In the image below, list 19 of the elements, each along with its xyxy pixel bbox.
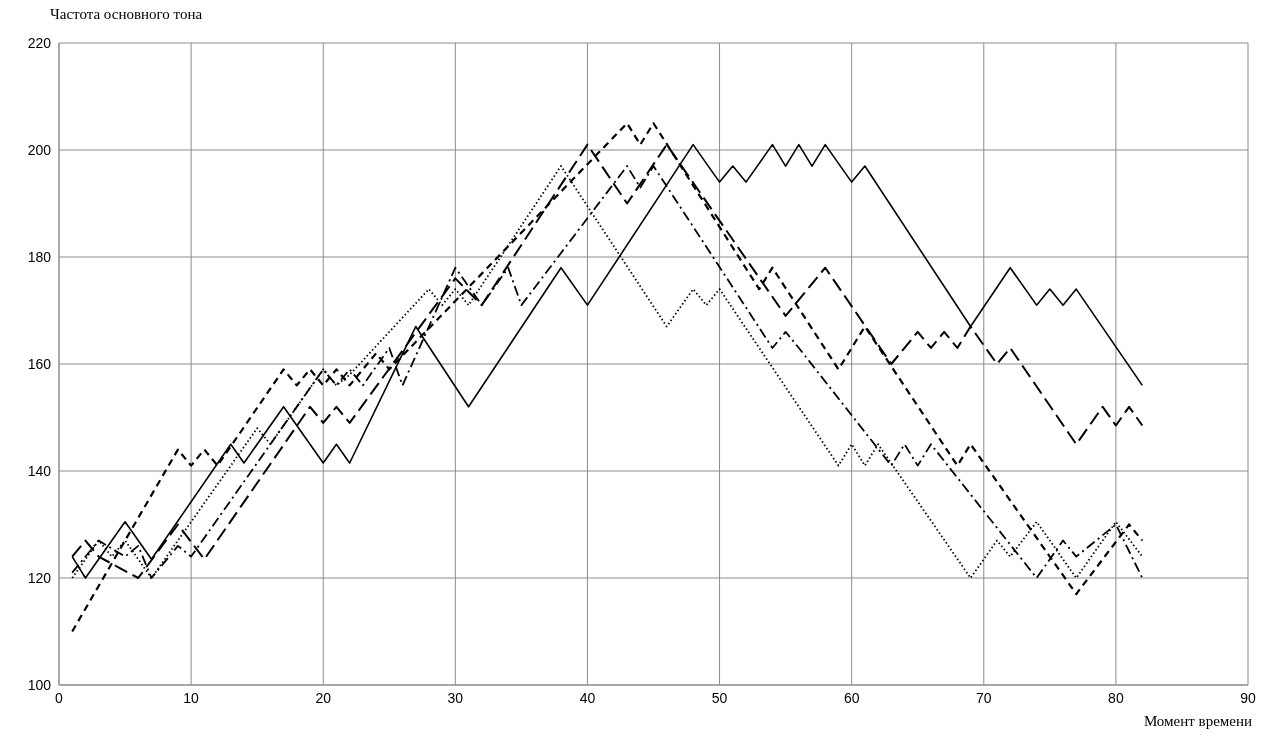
y-tick-label: 120 <box>27 569 52 586</box>
x-tick-label: 60 <box>843 689 860 706</box>
y-tick-label: 200 <box>27 141 52 158</box>
x-tick-label: 30 <box>447 689 464 706</box>
y-tick-label: 100 <box>27 676 52 693</box>
x-tick-label: 40 <box>579 689 596 706</box>
x-tick-label: 90 <box>1240 689 1256 706</box>
x-tick-label: 80 <box>1108 689 1124 706</box>
x-tick-label: 70 <box>975 689 992 706</box>
y-tick-label: 220 <box>27 34 52 51</box>
y-axis-title: Частота основного тона <box>50 6 203 23</box>
x-tick-label: 10 <box>183 689 200 706</box>
x-tick-label: 20 <box>315 689 332 706</box>
y-tick-label: 140 <box>27 462 52 479</box>
x-tick-label: 50 <box>711 689 728 706</box>
x-tick-label: 0 <box>55 689 64 706</box>
y-tick-label: 180 <box>27 248 52 265</box>
y-tick-label: 160 <box>27 355 52 372</box>
x-axis-title: Момент времени <box>1143 713 1252 730</box>
